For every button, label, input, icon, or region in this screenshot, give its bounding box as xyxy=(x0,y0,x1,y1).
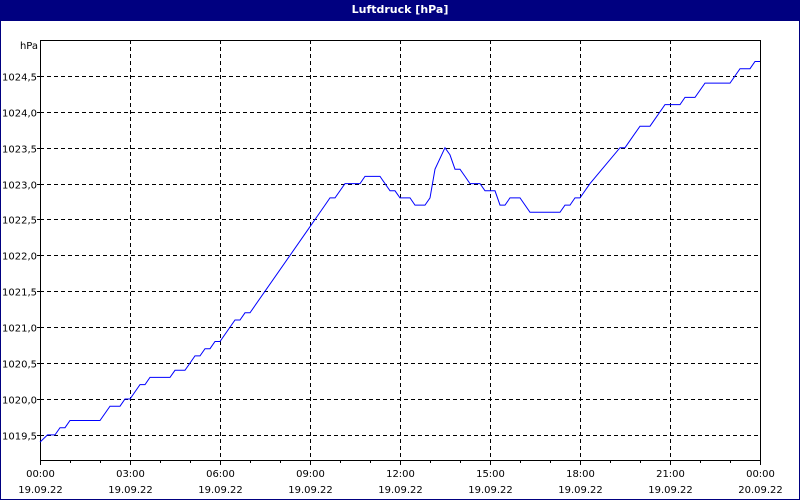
x-tick-label-time: 18:00 xyxy=(566,469,595,480)
axes xyxy=(37,40,761,465)
y-tick-label: 1024,0 xyxy=(2,109,37,120)
y-axis-unit-label: hPa xyxy=(20,41,38,52)
x-tick-label-time: 03:00 xyxy=(116,469,145,480)
y-tick-label: 1019,5 xyxy=(2,432,37,443)
y-tick-label: 1023,0 xyxy=(2,181,37,192)
x-tick-label-date: 19.09.22 xyxy=(378,485,423,496)
y-tick-label: 1022,5 xyxy=(2,216,37,227)
series-line-pressure xyxy=(39,61,760,443)
x-tick-label-time: 12:00 xyxy=(386,469,415,480)
x-tick-label-date: 19.09.22 xyxy=(648,485,693,496)
x-tick-label-date: 19.09.22 xyxy=(558,485,603,496)
x-tick-label-date: 19.09.22 xyxy=(198,485,243,496)
x-tick-label-date: 19.09.22 xyxy=(468,485,513,496)
x-tick-label-time: 00:00 xyxy=(746,469,775,480)
y-tick-label: 1020,5 xyxy=(2,360,37,371)
y-tick-label: 1022,0 xyxy=(2,252,37,263)
tick-labels: 1019,5 1020,0 1020,5 1021,0 1021,5 1022,0 1022… xyxy=(2,73,783,497)
x-tick-label-time: 15:00 xyxy=(476,469,505,480)
x-tick-label-time: 06:00 xyxy=(206,469,235,480)
y-tick-label: 1024,5 xyxy=(2,73,37,84)
chart-title: Luftdruck [hPa] xyxy=(1,1,799,21)
x-tick-label-date: 19.09.22 xyxy=(108,485,153,496)
y-tick-label: 1020,0 xyxy=(2,396,37,407)
y-tick-label: 1023,5 xyxy=(2,145,37,156)
x-tick-label-date: 20.09.22 xyxy=(738,485,783,496)
y-tick-label: 1021,5 xyxy=(2,288,37,299)
y-tick-label: 1021,0 xyxy=(2,324,37,335)
x-tick-label-time: 21:00 xyxy=(656,469,685,480)
x-tick-label-date: 19.09.22 xyxy=(288,485,333,496)
x-tick-label-time: 09:00 xyxy=(296,469,325,480)
x-tick-label-time: 00:00 xyxy=(26,469,55,480)
grid xyxy=(40,40,760,460)
x-tick-label-date: 19.09.22 xyxy=(18,485,63,496)
